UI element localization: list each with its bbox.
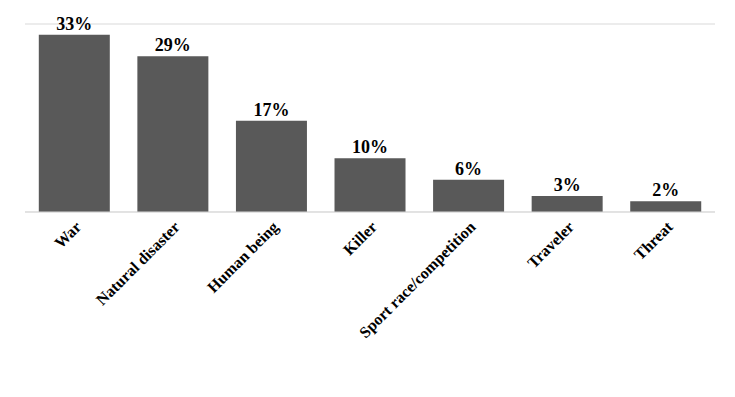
svg-text:33%: 33% (56, 14, 92, 34)
svg-text:War: War (51, 218, 84, 251)
svg-text:Human being: Human being (204, 218, 282, 296)
svg-text:Traveler: Traveler (524, 218, 577, 271)
svg-text:2%: 2% (652, 180, 679, 200)
svg-text:6%: 6% (455, 159, 482, 179)
svg-text:Natural disaster: Natural disaster (93, 218, 183, 308)
svg-text:3%: 3% (554, 175, 581, 195)
svg-text:Killer: Killer (340, 218, 380, 258)
svg-text:29%: 29% (155, 35, 191, 55)
svg-text:Sport race/competition: Sport race/competition (356, 218, 480, 342)
svg-text:10%: 10% (352, 137, 388, 157)
svg-text:17%: 17% (253, 100, 289, 120)
svg-text:Threat: Threat (631, 218, 677, 264)
